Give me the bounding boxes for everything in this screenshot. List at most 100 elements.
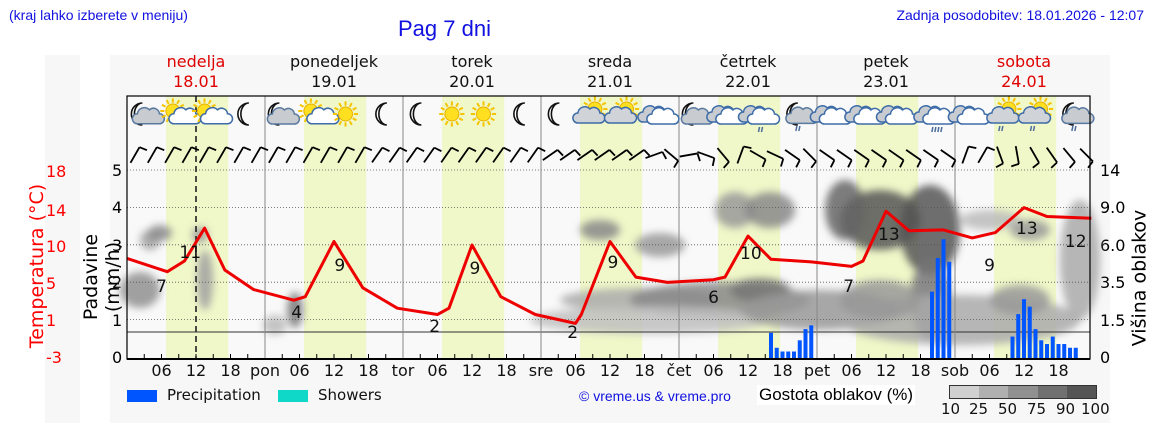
x-tick: 18 [358,361,379,380]
density-swatch [1037,386,1067,398]
svg-text:4: 4 [291,303,302,323]
svg-text:9: 9 [469,259,480,279]
density-label: 90 [1056,400,1076,418]
x-tick: 06 [841,361,862,380]
last-updated: Zadnja posodobitev: 18.01.2026 - 12:07 [896,7,1144,23]
density-label: 100 [1081,400,1110,418]
x-tick: 12 [461,361,483,380]
temp-tick: 18 [46,162,67,181]
precip-tick: 5 [112,161,123,180]
x-tick: 12 [875,361,897,380]
svg-text:9: 9 [984,256,995,276]
precip-tick: 1 [112,310,123,330]
day-name: ponedeljek [290,52,378,71]
x-tick: pon [249,361,281,380]
day-header-4: četrtek 22.01 [679,52,817,92]
density-label: 10 [941,400,961,418]
density-label: 75 [1027,400,1047,418]
day-name: nedelja [166,52,226,71]
x-tick: 18 [220,361,241,380]
density-label: 50 [998,400,1018,418]
x-tick: 12 [323,361,345,380]
day-header-2: torek 20.01 [403,52,541,92]
day-date: 20.01 [449,72,495,91]
temp-tick: 1 [46,311,57,330]
x-tick: 06 [151,361,172,380]
copyright-link[interactable]: © vreme.us & vreme.pro [579,388,731,404]
x-tick: 06 [565,361,586,380]
x-tick: 18 [772,361,793,380]
temp-tick: -3 [46,348,62,367]
svg-text:9: 9 [334,256,345,276]
cloud-height-tick: 3.5 [1100,273,1126,293]
svg-text:7: 7 [843,277,854,297]
location-hint: (kraj lahko izberete v meniju) [9,7,188,23]
day-date: 24.01 [1001,72,1047,91]
svg-text:13: 13 [878,225,900,245]
svg-text:13: 13 [1016,219,1038,239]
x-tick: sob [940,361,970,380]
x-tick: sre [528,361,554,380]
x-tick: 12 [1013,361,1035,380]
density-swatch [1066,386,1097,398]
x-tick: čet [666,361,692,380]
temp-tick: 5 [46,274,57,293]
x-tick: 06 [289,361,310,380]
day-header-5: petek 23.01 [817,52,955,92]
day-date: 21.01 [587,72,633,91]
svg-text:2: 2 [567,323,578,343]
day-date: 18.01 [173,72,219,91]
day-date: 19.01 [311,72,357,91]
x-tick: 12 [737,361,759,380]
x-tick: 06 [703,361,724,380]
cloud-height-tick: 9.0 [1100,198,1126,218]
precip-tick: 0 [112,348,123,367]
x-tick: 12 [185,361,207,380]
density-swatch [950,386,980,398]
x-tick: 18 [1048,361,1069,380]
precip-tick: 2 [112,273,123,293]
cloud-density-scale [949,385,1097,399]
svg-text:9: 9 [607,253,618,273]
svg-text:11: 11 [179,243,201,263]
day-header-0: nedelja 18.01 [127,52,265,92]
day-name: sobota [996,52,1052,71]
day-date: 23.01 [863,72,909,91]
svg-text:2: 2 [429,317,440,337]
temp-tick: 10 [46,237,67,256]
day-name: petek [863,52,909,71]
precipitation-legend-label: Precipitation [167,386,261,404]
left-axis-panel [45,55,80,423]
day-header-1: ponedeljek 19.01 [265,52,403,92]
day-date: 22.01 [725,72,771,91]
svg-text:12: 12 [1065,232,1087,252]
precip-tick: 4 [112,198,123,218]
showers-legend-label: Showers [318,386,382,404]
svg-text:6: 6 [708,288,719,308]
showers-swatch [278,390,308,402]
cloud-height-tick: 1.5 [1100,310,1126,330]
svg-text:7: 7 [156,277,167,297]
precip-tick: 3 [112,235,123,255]
cloud-density-title: Gostota oblakov (%) [757,385,916,405]
x-tick: 18 [634,361,655,380]
x-tick: tor [391,361,415,380]
day-name: sreda [587,52,633,71]
cloud-height-tick: 6.0 [1100,235,1126,255]
density-label: 25 [969,400,989,418]
day-name: torek [451,52,493,71]
density-swatch [1008,386,1038,398]
x-tick: 12 [599,361,621,380]
x-tick: 18 [496,361,517,380]
x-tick: 06 [427,361,448,380]
cloud-height-tick: 14 [1100,161,1121,180]
page-title: Pag 7 dni [398,16,491,41]
x-tick: 18 [910,361,931,380]
cloud-height-tick: 0 [1100,348,1111,367]
density-swatch [979,386,1009,398]
svg-text:10: 10 [740,244,762,264]
day-name: četrtek [719,52,777,71]
x-tick: pet [803,361,831,380]
temp-tick: 14 [46,201,67,220]
